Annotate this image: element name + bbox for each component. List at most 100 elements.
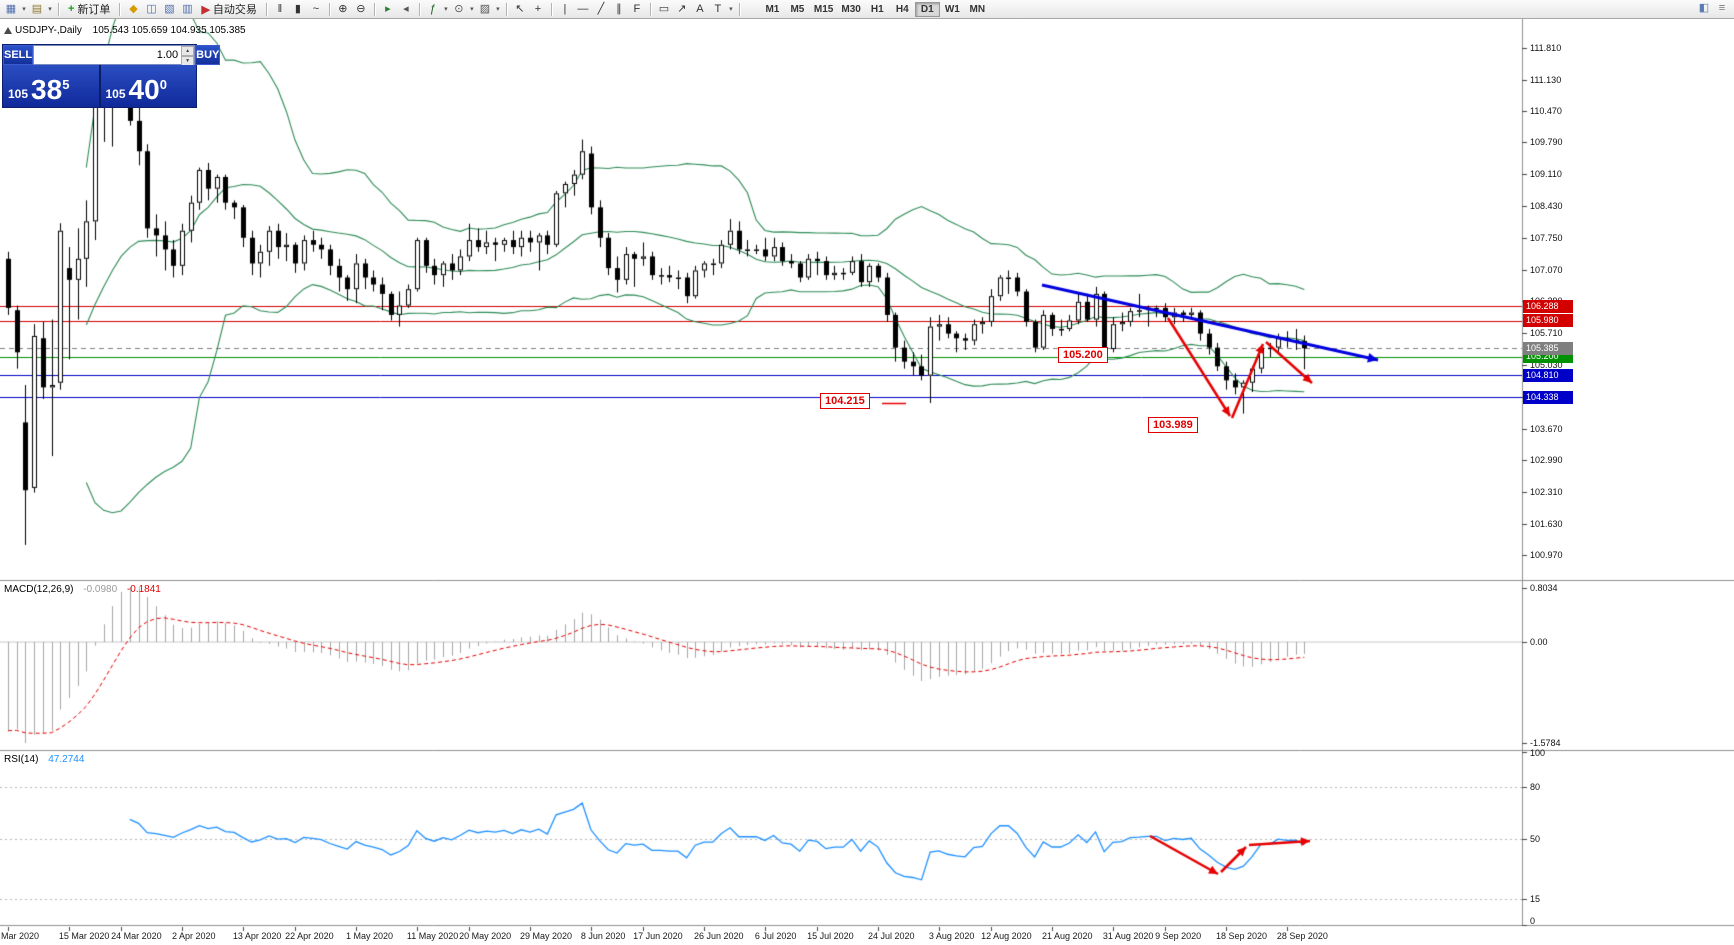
date-axis-label: 28 Sep 2020	[1276, 931, 1328, 941]
one-click-collapse-icon[interactable]	[4, 27, 12, 34]
toolbar-right-icons: ◧ ≡	[1695, 1, 1731, 16]
rsi-axis-label: 15	[1530, 894, 1541, 905]
new-chart-icon[interactable]: ▦	[5, 2, 17, 15]
periods-icon[interactable]: ⊙	[454, 2, 464, 15]
date-axis-label: Mar 2020	[1, 931, 40, 941]
macd-axis-label: -1.5784	[1530, 738, 1561, 748]
dropdown-caret-icon[interactable]: ▾	[470, 6, 474, 13]
date-axis-label: 22 Apr 2020	[285, 931, 334, 941]
volume-input[interactable]	[34, 46, 182, 64]
cursor-icon[interactable]: ↖	[515, 2, 525, 15]
new-order-button[interactable]: + 新订单	[63, 1, 115, 17]
date-axis-label: 11 May 2020	[406, 931, 459, 941]
price-level-badge: 105.980	[1523, 314, 1573, 327]
dropdown-caret-icon[interactable]: ▾	[22, 6, 26, 13]
price-axis-label: 111.810	[1530, 42, 1562, 53]
auto-trading-icon: ▶	[201, 3, 210, 16]
candlestick-chart-type-icon[interactable]: ▮	[294, 2, 301, 15]
buy-button[interactable]: BUY	[195, 45, 221, 65]
toolbar-separator	[373, 2, 375, 16]
trendline-icon[interactable]: ╱	[597, 2, 605, 15]
rsi-axis-label: 0	[1530, 916, 1536, 926]
date-axis-label: 21 Aug 2020	[1042, 931, 1093, 941]
timeframe-button-H1[interactable]: H1	[865, 2, 890, 17]
horizontal-line-icon[interactable]: —	[577, 2, 589, 15]
timeframe-button-M15[interactable]: M15	[810, 2, 837, 17]
timeframe-button-M5[interactable]: M5	[785, 2, 810, 17]
one-click-trading-panel: SELL ▲ ▼ BUY 105 38 5 105 40 0	[2, 44, 221, 108]
ohlc-values: 105.543 105.659 104.935 105.385	[92, 25, 246, 36]
symbol-period-label: USDJPY-,Daily	[15, 25, 82, 36]
chart-shift-icon[interactable]: ◂	[403, 2, 409, 15]
toolbar-separator	[550, 2, 552, 16]
timeframe-button-MN[interactable]: MN	[965, 2, 990, 17]
fibonacci-icon[interactable]: F	[633, 2, 641, 15]
macd-caption: MACD(12,26,9) -0.0980 -0.1841	[4, 584, 161, 595]
shapes-icon[interactable]: ▭	[658, 2, 670, 15]
price-annotation-label[interactable]: 104.215	[820, 393, 870, 410]
mql-editor-icon[interactable]: ◆	[129, 2, 138, 15]
docking-icon[interactable]: ≡	[1718, 2, 1726, 14]
market-watch-icon[interactable]: ◫	[146, 2, 157, 15]
timeframe-button-D1[interactable]: D1	[914, 1, 940, 17]
timeframe-toolbar: M1 M5 M15 M30 H1 H4 D1 W1 MN	[760, 1, 990, 17]
rsi-name: RSI(14)	[4, 754, 39, 765]
text-label-icon[interactable]: T	[714, 2, 722, 15]
navigator-icon[interactable]: ▧	[164, 2, 175, 15]
dropdown-caret-icon[interactable]: ▾	[729, 6, 733, 13]
buy-price-button[interactable]: 105 40 0	[100, 65, 196, 107]
date-axis-label: 26 Jun 2020	[694, 931, 744, 941]
price-level-badge: 104.810	[1523, 368, 1573, 382]
timeframe-button-H4[interactable]: H4	[890, 2, 915, 17]
toolbar-separator	[649, 2, 651, 16]
ask-prefix: 105	[105, 87, 126, 101]
toolbar-separator	[418, 2, 420, 16]
auto-trading-button[interactable]: ▶ 自动交易	[196, 1, 261, 17]
zoom-in-icon[interactable]: ⊕	[338, 2, 348, 15]
rsi-axis-label: 100	[1530, 748, 1546, 758]
rsi-axis-label: 80	[1530, 781, 1541, 792]
crosshair-icon[interactable]: +	[534, 2, 542, 15]
indicators-icon[interactable]: ƒ	[429, 2, 436, 15]
toolbar-separator	[505, 2, 507, 16]
channel-icon[interactable]: ∥	[616, 2, 622, 15]
toolbar-separator	[119, 2, 121, 16]
price-level-badge: 104.338	[1523, 390, 1573, 404]
sell-button[interactable]: SELL	[3, 45, 34, 65]
line-chart-type-icon[interactable]: ~	[312, 2, 320, 15]
text-icon[interactable]: A	[696, 2, 704, 15]
zoom-out-icon[interactable]: ⊖	[356, 2, 366, 15]
dropdown-caret-icon[interactable]: ▾	[48, 6, 52, 13]
date-axis-label: 20 May 2020	[459, 931, 512, 941]
auto-scroll-icon[interactable]: ▸	[385, 2, 391, 15]
window-layout-icon[interactable]: ◧	[1698, 2, 1710, 14]
auto-trading-button-label: 自动交易	[212, 4, 257, 16]
volume-field: ▲ ▼	[33, 45, 196, 66]
timeframe-button-M1[interactable]: M1	[760, 2, 785, 17]
date-axis-label: 18 Sep 2020	[1216, 931, 1268, 941]
vertical-line-icon[interactable]: |	[563, 2, 567, 15]
templates-icon[interactable]: ▨	[479, 2, 491, 15]
bar-chart-type-icon[interactable]: ‖	[277, 2, 283, 15]
price-axis-label: 102.990	[1530, 455, 1563, 466]
macd-signal-value: -0.1841	[126, 584, 161, 595]
price-axis-label: 105.710	[1530, 328, 1563, 339]
dropdown-caret-icon[interactable]: ▾	[496, 6, 500, 13]
date-axis-label: 15 Jul 2020	[807, 931, 854, 941]
sell-price-button[interactable]: 105 38 5	[3, 65, 99, 107]
terminal-icon[interactable]: ▥	[182, 2, 193, 15]
price-annotation-label[interactable]: 105.200	[1058, 346, 1108, 363]
chart-profiles-icon[interactable]: ▤	[31, 2, 43, 15]
timeframe-button-M30[interactable]: M30	[837, 2, 864, 17]
macd-value: -0.0980	[83, 584, 118, 595]
price-axis-label: 101.630	[1530, 518, 1563, 529]
price-axis-label: 107.070	[1530, 264, 1563, 275]
price-axis-label: 107.750	[1530, 232, 1563, 243]
price-annotation-label[interactable]: 103.989	[1148, 416, 1198, 433]
arrow-object-icon[interactable]: ↗	[677, 2, 687, 15]
timeframe-button-W1[interactable]: W1	[940, 2, 965, 17]
volume-increase-button[interactable]: ▲	[181, 46, 195, 56]
date-axis-label: 13 Apr 2020	[232, 931, 282, 941]
dropdown-caret-icon[interactable]: ▾	[444, 6, 448, 13]
